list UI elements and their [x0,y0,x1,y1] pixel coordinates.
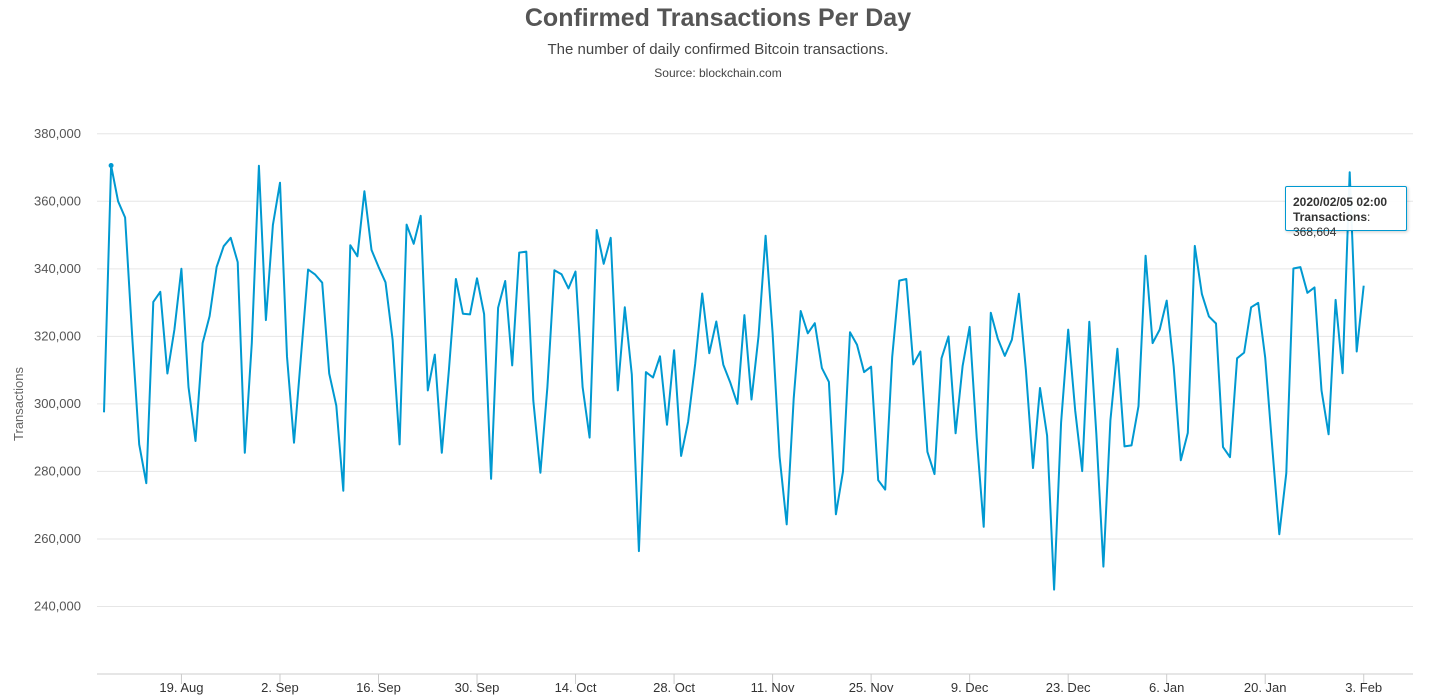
hover-marker [108,163,114,168]
x-tick-label: 19. Aug [159,680,203,695]
y-axis: 240,000 260,000 280,000 300,000 320,000 340,0… [34,126,81,614]
tooltip-value: 368,604 [1293,225,1337,239]
x-tick-label: 11. Nov [751,680,795,695]
y-tick-label: 340,000 [34,261,81,276]
y-tick-label: 300,000 [34,396,81,411]
tooltip: 2020/02/05 02:00 Transactions: 368,604 [1285,186,1407,239]
x-tick-label: 23. Dec [1046,680,1091,695]
x-tick-label: 9. Dec [951,680,989,695]
series-line[interactable] [103,164,1365,591]
y-tick-label: 320,000 [34,328,81,343]
y-tick-label: 260,000 [34,531,81,546]
x-tick-label: 20. Jan [1244,680,1287,695]
y-tick-label: 360,000 [34,193,81,208]
x-axis: 19. Aug 2. Sep 16. Sep 30. Sep 14. Oct 28. Oc… [97,673,1413,695]
y-tick-label: 380,000 [34,126,81,141]
y-tick-label: 240,000 [34,598,81,613]
gridlines [97,133,1413,607]
chart-subtitle: The number of daily confirmed Bitcoin tr… [547,41,889,58]
chart-title: Confirmed Transactions Per Day [524,4,912,32]
x-tick-label: 2. Sep [261,680,299,695]
x-tick-label: 25. Nov [849,680,894,695]
y-tick-label: 280,000 [34,463,81,478]
x-tick-label: 3. Feb [1345,680,1382,695]
x-tick-label: 14. Oct [555,680,597,695]
x-tick-label: 16. Sep [356,680,401,695]
chart-source: Source: blockchain.com [654,66,782,80]
x-tick-label: 6. Jan [1149,680,1184,695]
tooltip-date: 2020/02/05 02:00 [1293,195,1388,209]
hover-point [108,163,114,168]
y-axis-label: Transactions [11,367,26,441]
x-tick-label: 28. Oct [653,680,695,695]
x-tick-label: 30. Sep [455,680,500,695]
series-transactions[interactable] [101,163,1367,593]
tooltip-label: Transactions [1293,210,1368,224]
